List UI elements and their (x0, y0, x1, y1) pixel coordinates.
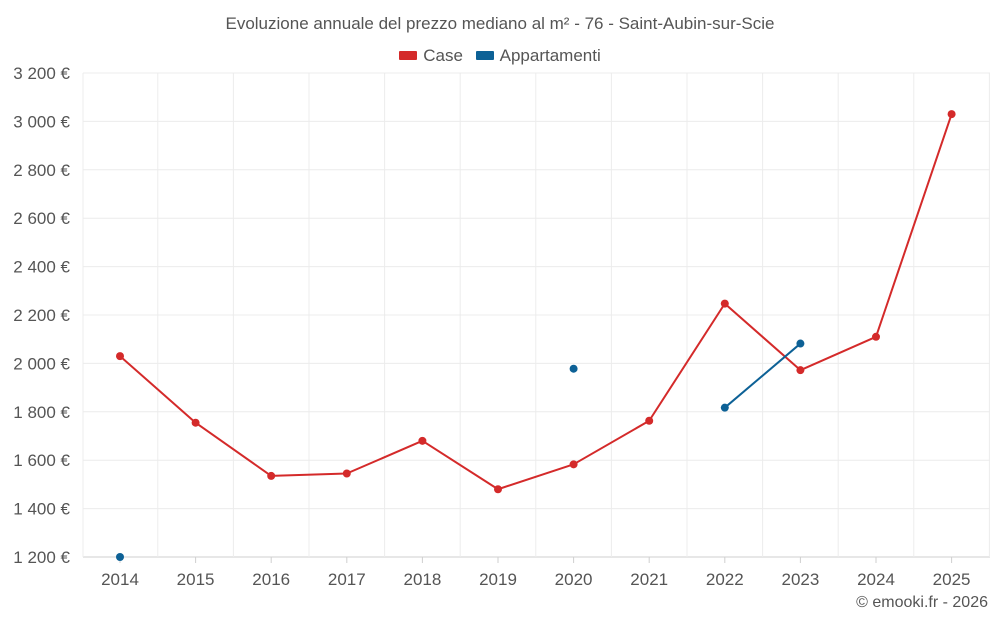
x-tick-label: 2020 (555, 570, 593, 589)
data-point-case[interactable] (418, 436, 427, 445)
y-tick-label: 3 200 € (13, 64, 70, 83)
y-tick-label: 2 400 € (13, 258, 70, 277)
x-tick-label: 2023 (781, 570, 819, 589)
credit-text: © emooki.fr - 2026 (856, 594, 988, 611)
x-tick-label: 2024 (857, 570, 895, 589)
legend-item-appartamenti[interactable]: Appartamenti (475, 45, 601, 66)
data-point-appartamenti[interactable] (116, 553, 124, 561)
y-tick-label: 2 600 € (13, 209, 70, 228)
legend-swatch-case (399, 51, 418, 60)
x-tick-label: 2022 (706, 570, 744, 589)
data-point-appartamenti[interactable] (796, 339, 805, 348)
data-point-case[interactable] (494, 485, 502, 494)
data-point-case[interactable] (116, 352, 124, 361)
grid-layer (82, 72, 990, 558)
series-line-appartamenti (724, 342, 802, 409)
y-tick-label: 1 800 € (13, 403, 70, 422)
data-point-case[interactable] (947, 110, 956, 119)
x-tick-label: 2016 (252, 570, 290, 589)
x-tick-label: 2017 (328, 570, 366, 589)
data-point-case[interactable] (645, 416, 654, 425)
data-point-appartamenti[interactable] (720, 403, 729, 412)
y-tick-label: 1 400 € (13, 500, 70, 519)
legend-label-case: Case (423, 45, 463, 65)
x-tick-label: 2025 (933, 570, 971, 589)
y-tick-label: 1 600 € (13, 451, 70, 470)
y-tick-label: 2 000 € (13, 354, 70, 373)
legend-swatch-appartamenti (475, 51, 494, 60)
y-tick-label: 1 200 € (13, 548, 70, 567)
x-tick-label: 2019 (479, 570, 517, 589)
y-tick-label: 2 200 € (13, 306, 70, 325)
y-tick-label: 2 800 € (13, 161, 70, 180)
legend: Case Appartamenti (0, 45, 1000, 66)
x-tick-label: 2014 (101, 570, 139, 589)
data-point-case[interactable] (872, 332, 880, 341)
legend-label-appartamenti: Appartamenti (499, 45, 601, 65)
data-point-case[interactable] (720, 299, 729, 308)
data-point-case[interactable] (569, 460, 578, 469)
series-line-case (119, 113, 953, 491)
data-point-case[interactable] (191, 418, 200, 427)
chart-title: Evoluzione annuale del prezzo mediano al… (225, 14, 775, 33)
series-layer (116, 110, 956, 561)
data-point-case[interactable] (796, 366, 805, 375)
axis-layer: 1 200 € 1 400 € 1 600 € 1 800 € 2 000 € 2 200… (13, 64, 970, 589)
y-tick-label: 3 000 € (13, 112, 70, 131)
data-point-appartamenti[interactable] (569, 364, 578, 373)
x-tick-label: 2021 (630, 570, 668, 589)
x-tick-label: 2015 (177, 570, 215, 589)
data-point-case[interactable] (267, 471, 276, 480)
x-tick-label: 2018 (403, 570, 441, 589)
data-point-case[interactable] (342, 469, 351, 478)
legend-item-case[interactable]: Case (399, 46, 463, 66)
